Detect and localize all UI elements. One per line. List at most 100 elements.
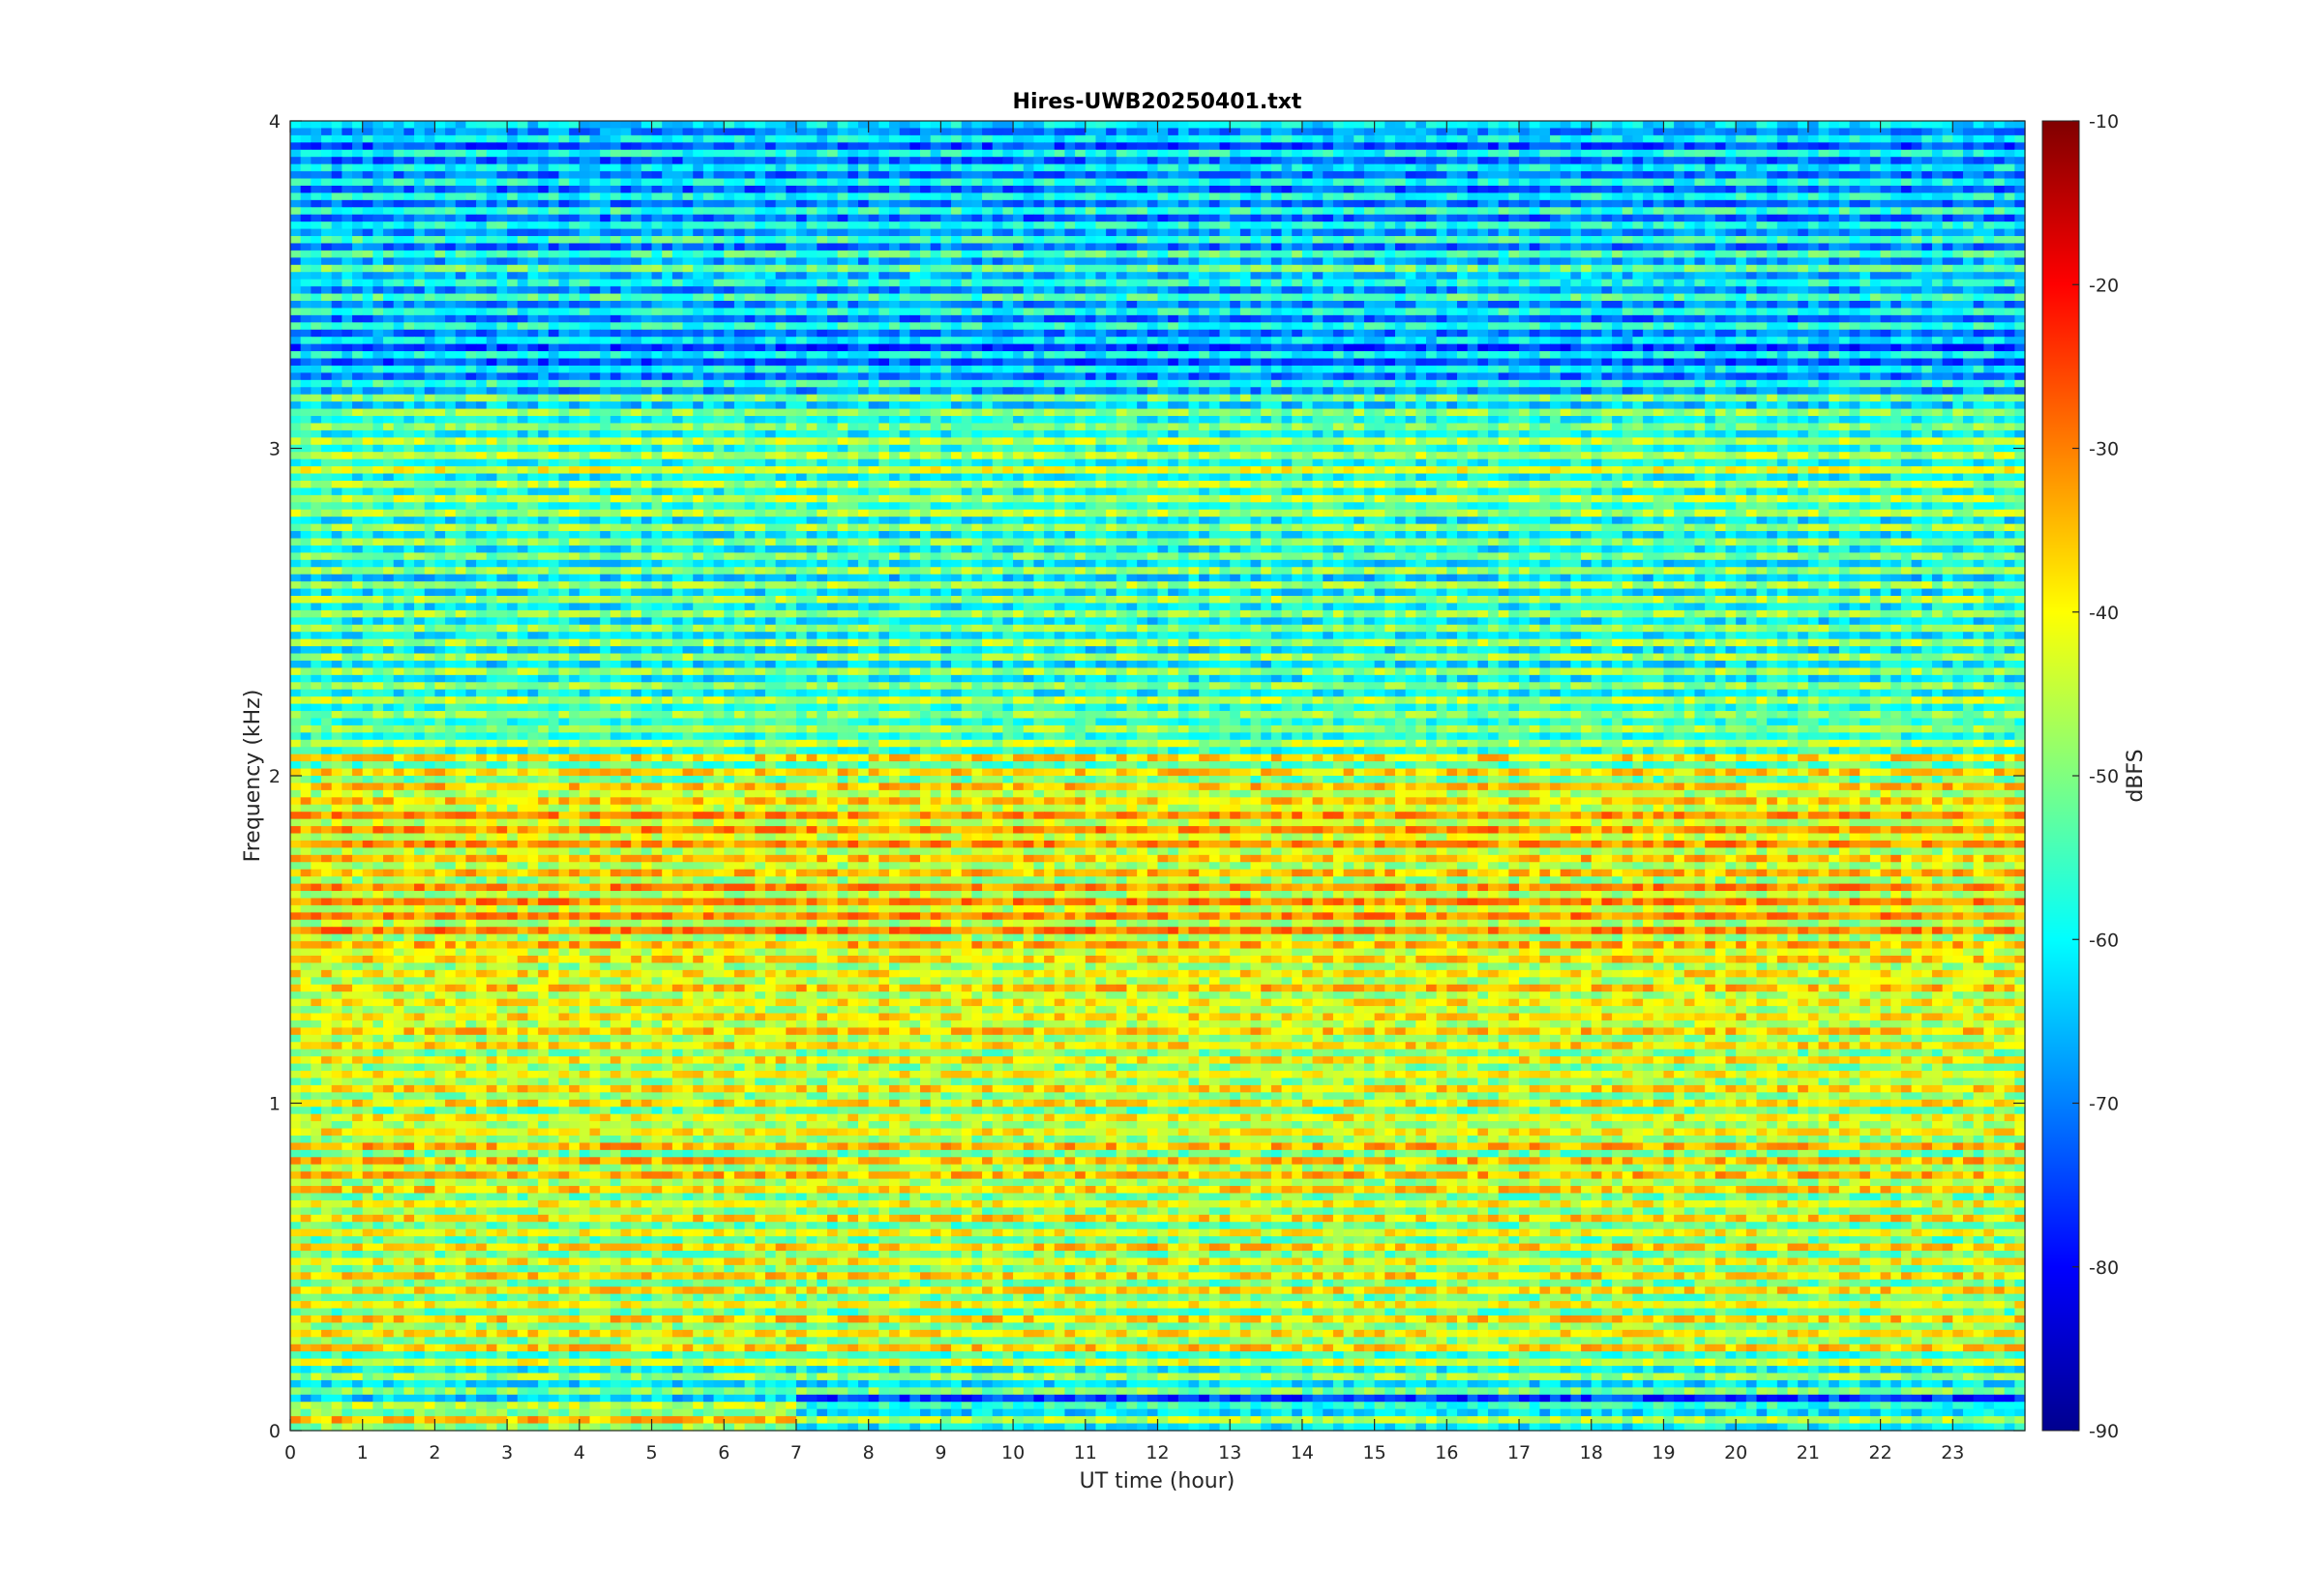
heatmap-cell: [631, 314, 642, 323]
heatmap-cell: [1023, 157, 1035, 165]
heatmap-cell: [817, 314, 828, 323]
heatmap-cell: [909, 293, 921, 302]
heatmap-cell: [1705, 185, 1716, 193]
heatmap-cell: [1177, 157, 1190, 165]
heatmap-cell: [1767, 279, 1778, 287]
heatmap-cell: [1931, 272, 1944, 281]
heatmap-cell: [1394, 250, 1407, 258]
heatmap-cell: [1033, 329, 1045, 338]
heatmap-cell: [1425, 192, 1438, 201]
heatmap-cell: [496, 272, 508, 281]
heatmap-cell: [1632, 121, 1644, 130]
heatmap-cell: [352, 329, 364, 338]
heatmap-cell: [1384, 171, 1396, 180]
heatmap-cell: [1394, 199, 1407, 208]
heatmap-cell: [507, 322, 519, 331]
heatmap-cell: [1736, 192, 1747, 201]
heatmap-cell: [1116, 178, 1128, 187]
heatmap-cell: [1776, 279, 1789, 287]
heatmap-cell: [951, 279, 963, 287]
heatmap-cell: [1292, 322, 1303, 331]
heatmap-cell: [971, 134, 983, 143]
heatmap-cell: [1250, 214, 1262, 222]
heatmap-cell: [1250, 157, 1262, 165]
heatmap-cell: [1900, 207, 1913, 216]
heatmap-cell: [1137, 228, 1148, 237]
heatmap-cell: [1860, 199, 1871, 208]
heatmap-cell: [899, 314, 910, 323]
heatmap-cell: [579, 134, 591, 143]
heatmap-cell: [1002, 250, 1014, 258]
heatmap-cell: [1581, 149, 1593, 158]
heatmap-cell: [1126, 128, 1138, 136]
heatmap-cell: [1199, 264, 1210, 273]
heatmap-cell: [300, 236, 312, 245]
heatmap-cell: [476, 157, 488, 165]
heatmap-cell: [610, 272, 622, 281]
heatmap-cell: [1942, 199, 1953, 208]
heatmap-cell: [548, 264, 560, 273]
heatmap-cell: [1652, 257, 1665, 266]
heatmap-cell: [631, 128, 642, 136]
heatmap-cell: [2014, 314, 2026, 323]
heatmap-cell: [424, 199, 436, 208]
heatmap-cell: [2014, 293, 2026, 302]
heatmap-cell: [1818, 214, 1830, 222]
heatmap-cell: [445, 236, 457, 245]
heatmap-cell: [1467, 185, 1478, 193]
heatmap-cell: [1425, 222, 1438, 230]
heatmap-cell: [1363, 314, 1376, 323]
heatmap-cell: [1612, 121, 1623, 130]
heatmap-cell: [651, 279, 663, 287]
heatmap-cell: [1054, 207, 1066, 216]
heatmap-cell: [383, 134, 395, 143]
heatmap-cell: [682, 264, 694, 273]
heatmap-cell: [1745, 142, 1758, 151]
heatmap-cell: [1415, 257, 1427, 266]
heatmap-cell: [538, 250, 550, 258]
heatmap-cell: [1725, 308, 1737, 316]
heatmap-cell: [1332, 214, 1345, 222]
heatmap-cell: [372, 163, 384, 172]
heatmap-cell: [1952, 257, 1964, 266]
heatmap-cell: [1962, 300, 1975, 310]
heatmap-cell: [548, 314, 560, 323]
heatmap-cell: [1312, 199, 1324, 208]
heatmap-cell: [1798, 178, 1809, 187]
heatmap-cell: [1767, 308, 1778, 316]
heatmap-cell: [713, 199, 725, 208]
heatmap-cell: [1177, 314, 1190, 323]
heatmap-cell: [1498, 222, 1509, 230]
heatmap-cell: [455, 207, 467, 216]
heatmap-cell: [1745, 199, 1758, 208]
heatmap-cell: [455, 293, 467, 302]
heatmap-cell: [1674, 308, 1685, 316]
heatmap-cell: [610, 243, 622, 251]
heatmap-cell: [1415, 128, 1427, 136]
heatmap-cell: [951, 157, 963, 165]
heatmap-cell: [1674, 300, 1685, 310]
heatmap-cell: [1126, 157, 1138, 165]
heatmap-cell: [1116, 171, 1128, 180]
heatmap-cell: [1652, 157, 1665, 165]
heatmap-cell: [1622, 121, 1634, 130]
heatmap-cell: [920, 178, 932, 187]
heatmap-cell: [1168, 199, 1179, 208]
heatmap-cell: [1250, 228, 1262, 237]
heatmap-cell: [1714, 222, 1727, 230]
heatmap-cell: [1064, 207, 1076, 216]
heatmap-cell: [682, 236, 694, 245]
heatmap-cell: [1219, 272, 1231, 281]
heatmap-cell: [1312, 308, 1324, 316]
heatmap-cell: [2014, 264, 2026, 273]
heatmap-cell: [982, 250, 994, 258]
heatmap-cell: [920, 149, 932, 158]
heatmap-cell: [1261, 314, 1272, 323]
heatmap-cell: [1188, 199, 1200, 208]
heatmap-cell: [640, 279, 653, 287]
heatmap-cell: [1044, 178, 1056, 187]
heatmap-cell: [403, 199, 415, 208]
heatmap-cell: [1591, 163, 1603, 172]
heatmap-cell: [507, 121, 519, 130]
heatmap-cell: [579, 293, 591, 302]
